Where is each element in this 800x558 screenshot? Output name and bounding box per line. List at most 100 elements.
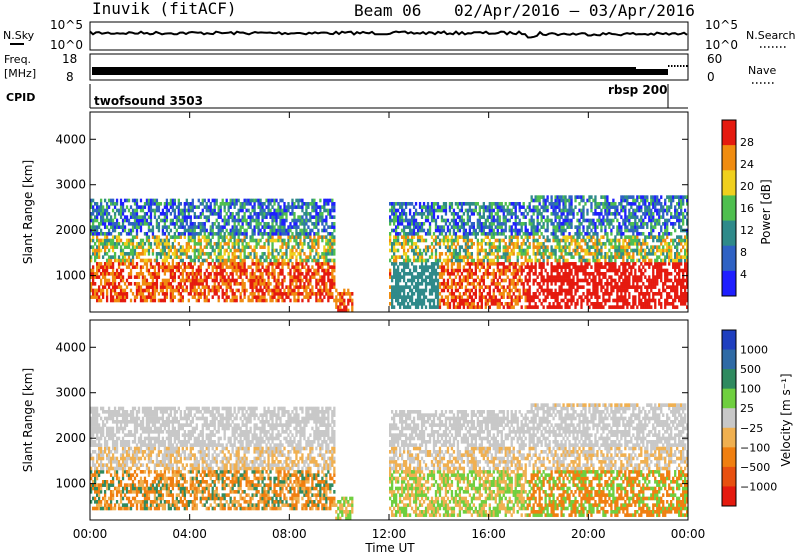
echo-cell xyxy=(124,255,126,259)
echo-cell xyxy=(257,295,259,299)
echo-cell xyxy=(150,262,152,266)
echo-cell xyxy=(598,302,600,306)
echo-cell xyxy=(515,245,517,249)
echo-cell xyxy=(465,255,467,259)
echo-cell xyxy=(560,239,562,243)
echo-cell xyxy=(592,245,594,249)
echo-cell xyxy=(451,205,453,209)
echo-cell xyxy=(198,285,200,289)
echo-cell xyxy=(202,235,204,239)
echo-cell xyxy=(495,239,497,243)
echo-cell xyxy=(560,225,562,229)
echo-cell xyxy=(568,205,570,209)
echo-cell xyxy=(465,299,467,303)
echo-cell xyxy=(241,249,243,253)
echo-cell xyxy=(531,299,533,303)
echo-cell xyxy=(146,232,148,236)
echo-cell xyxy=(240,225,242,229)
echo-cell xyxy=(596,289,598,293)
echo-cell xyxy=(236,225,238,229)
echo-cell xyxy=(540,302,542,306)
echo-cell xyxy=(98,265,100,269)
echo-cell xyxy=(542,255,544,259)
echo-cell xyxy=(582,269,584,273)
echo-cell xyxy=(104,209,106,213)
echo-cell xyxy=(134,295,136,299)
echo-cell xyxy=(465,285,467,289)
echo-cell xyxy=(453,225,455,229)
echo-cell xyxy=(459,295,461,299)
echo-cell xyxy=(234,199,236,203)
echo-cell xyxy=(224,209,226,213)
echo-cell xyxy=(542,252,544,256)
echo-cell xyxy=(118,212,120,216)
echo-cell xyxy=(431,282,433,286)
echo-cell xyxy=(523,202,525,206)
echo-cell xyxy=(224,219,226,223)
echo-cell xyxy=(497,249,499,253)
echo-cell xyxy=(539,282,541,286)
echo-cell xyxy=(562,245,564,249)
echo-cell xyxy=(234,235,236,239)
echo-cell xyxy=(164,239,166,243)
echo-cell xyxy=(176,269,178,273)
echo-cell xyxy=(273,249,275,253)
echo-cell xyxy=(421,305,423,309)
echo-cell xyxy=(188,239,190,243)
echo-cell xyxy=(542,282,544,286)
echo-cell xyxy=(208,299,210,303)
echo-cell xyxy=(548,239,550,243)
echo-cell xyxy=(315,215,317,219)
echo-cell xyxy=(604,302,606,306)
echo-cell xyxy=(230,279,232,283)
echo-cell xyxy=(556,272,558,276)
echo-cell xyxy=(208,242,210,246)
echo-cell xyxy=(279,295,281,299)
echo-cell xyxy=(473,202,475,206)
echo-cell xyxy=(277,209,279,213)
echo-cell xyxy=(299,219,301,223)
echo-cell xyxy=(200,265,202,269)
echo-cell xyxy=(134,225,136,229)
echo-cell xyxy=(517,222,519,226)
echo-cell xyxy=(178,275,180,279)
echo-cell xyxy=(425,282,427,286)
echo-cell xyxy=(243,205,245,209)
echo-cell xyxy=(403,302,405,306)
echo-cell xyxy=(317,269,319,273)
echo-cell xyxy=(397,282,399,286)
echo-cell xyxy=(184,202,186,206)
echo-cell xyxy=(180,235,182,239)
echo-cell xyxy=(544,279,546,283)
echo-cell xyxy=(535,232,537,236)
echo-cell xyxy=(327,245,329,249)
echo-cell xyxy=(241,269,243,273)
echo-cell xyxy=(146,249,148,253)
echo-cell xyxy=(253,272,255,276)
echo-cell xyxy=(142,292,144,296)
echo-cell xyxy=(493,279,495,283)
echo-cell xyxy=(156,255,158,259)
echo-cell xyxy=(259,282,261,286)
echo-cell xyxy=(527,279,529,283)
echo-cell xyxy=(234,219,236,223)
echo-cell xyxy=(389,285,391,289)
echo-cell xyxy=(578,209,580,213)
echo-cell xyxy=(289,212,291,216)
echo-cell xyxy=(503,229,505,233)
echo-cell xyxy=(421,239,423,243)
echo-cell xyxy=(523,282,525,286)
echo-cell xyxy=(212,265,214,269)
echo-cell xyxy=(566,252,568,256)
echo-cell xyxy=(413,255,415,259)
echo-cell xyxy=(226,272,228,276)
echo-cell xyxy=(564,275,566,279)
echo-cell xyxy=(216,242,218,246)
echo-cell xyxy=(108,229,110,233)
echo-cell xyxy=(162,299,164,303)
echo-cell xyxy=(477,232,479,236)
echo-cell xyxy=(200,245,202,249)
echo-cell xyxy=(164,255,166,259)
echo-cell xyxy=(343,305,345,309)
echo-cell xyxy=(279,222,281,226)
